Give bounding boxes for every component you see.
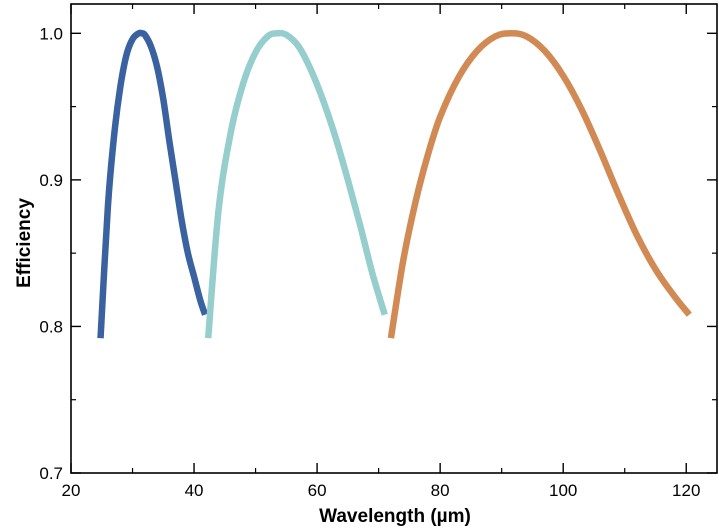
x-tick-label: 120 [672,481,700,500]
x-tick-label: 100 [549,481,577,500]
x-tick-label: 20 [62,481,81,500]
y-tick-label: 0.9 [39,171,63,190]
axis-tick-labels: 20 40 60 80 100 120 0.7 0.8 0.9 1.0 [39,24,700,500]
x-tick-label: 80 [431,481,450,500]
axis-ticks [70,4,717,474]
x-axis-label: Wavelength (µm) [319,506,471,527]
series-line-1 [97,29,209,339]
x-tick-label: 40 [185,481,204,500]
y-tick-label: 1.0 [39,24,63,43]
y-tick-label: 0.8 [39,317,63,336]
x-tick-label: 60 [308,481,327,500]
series-line-3 [387,30,692,339]
y-tick-label: 0.7 [39,464,63,483]
series-layer [97,29,692,339]
y-axis-label: Efficiency [14,198,35,288]
plot-frame [70,3,718,474]
series-line-2 [204,29,388,339]
